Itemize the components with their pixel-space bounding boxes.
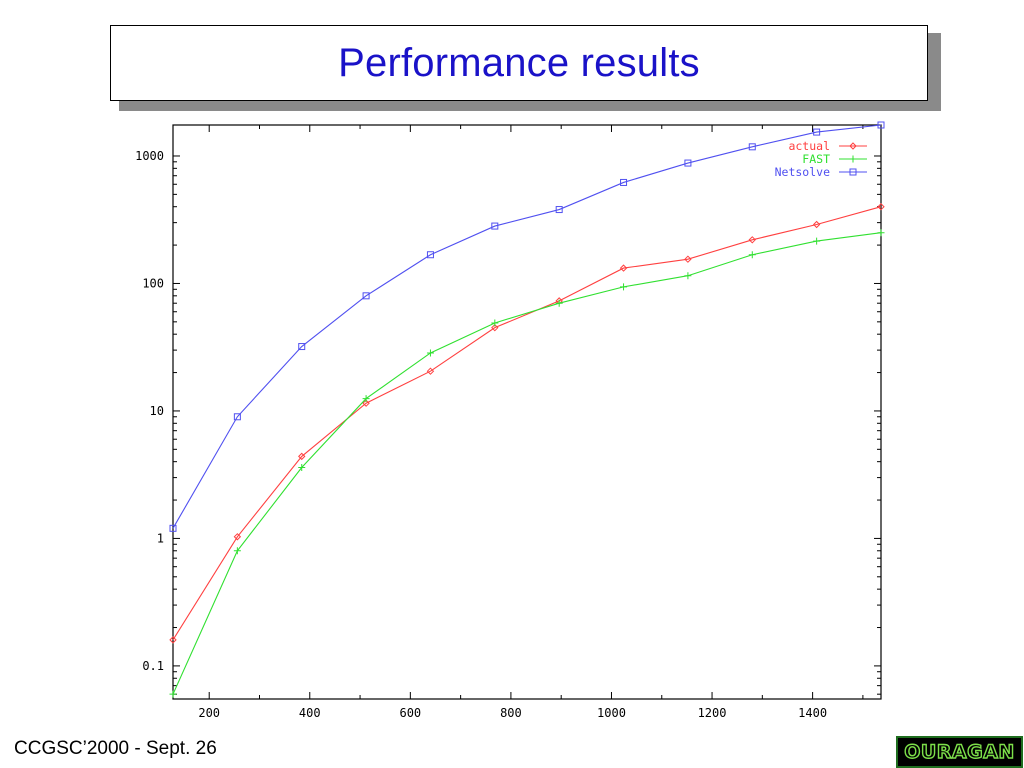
data-point-fast [748,251,756,259]
x-tick-label: 200 [198,706,220,720]
data-point-actual [619,264,628,272]
data-point-fast [877,229,885,237]
data-point-fast [298,464,306,472]
legend-marker-netsolve [849,168,857,176]
data-point-fast [491,319,499,327]
data-point-netsolve [491,222,499,230]
data-point-fast [684,272,692,280]
data-point-fast [620,283,628,291]
title-box: Performance results [110,25,928,101]
data-point-netsolve [684,159,692,167]
x-tick-label: 400 [299,706,321,720]
data-point-actual [877,203,885,211]
footer-text: CCGSC’2000 - Sept. 26 [14,738,217,759]
legend-marker-actual [849,142,857,150]
data-point-netsolve [813,128,821,136]
data-point-fast [169,690,177,698]
y-tick-label: 1000 [135,149,164,163]
y-tick-label: 100 [142,276,164,290]
data-point-netsolve [555,206,563,214]
x-tick-label: 600 [399,706,421,720]
data-point-netsolve [362,292,370,300]
series-line-netsolve [172,124,882,529]
data-point-actual [169,636,177,644]
slide-title: Performance results [338,40,700,85]
data-point-fast [426,349,434,357]
y-tick-label: 1 [157,531,164,545]
y-tick-label: 0.1 [142,659,164,673]
ouragan-logo: OURAGAN [896,736,1023,768]
data-point-netsolve [426,251,434,259]
data-point-netsolve [877,121,885,129]
x-tick-label: 1000 [597,706,626,720]
x-tick-label: 800 [500,706,522,720]
data-point-actual [812,220,821,229]
data-point-actual [362,399,370,407]
y-tick-label: 10 [150,404,164,418]
data-point-netsolve [233,413,241,421]
data-point-fast [555,299,563,307]
data-point-actual [298,452,306,461]
data-point-netsolve [620,178,628,186]
data-point-netsolve [298,343,306,351]
x-tick-label: 1400 [798,706,827,720]
data-point-actual [426,367,435,375]
data-point-netsolve [169,524,177,532]
legend-label-actual: actual [788,139,830,153]
x-tick-label: 1200 [698,706,727,720]
data-point-netsolve [748,143,756,151]
legend-marker-fast [849,155,857,163]
legend-label-netsolve: Netsolve [775,165,830,179]
legend-label-fast: FAST [802,152,830,166]
series-line-fast [172,232,882,695]
data-point-actual [748,236,756,244]
data-point-actual [684,255,692,263]
data-point-actual [491,323,499,332]
data-point-fast [813,237,821,245]
data-point-actual [233,533,242,541]
data-point-fast [362,395,370,403]
plot-frame [172,124,882,700]
series-line-actual [172,206,882,641]
logo-text: OURAGAN [903,740,1015,763]
data-point-fast [233,547,241,555]
